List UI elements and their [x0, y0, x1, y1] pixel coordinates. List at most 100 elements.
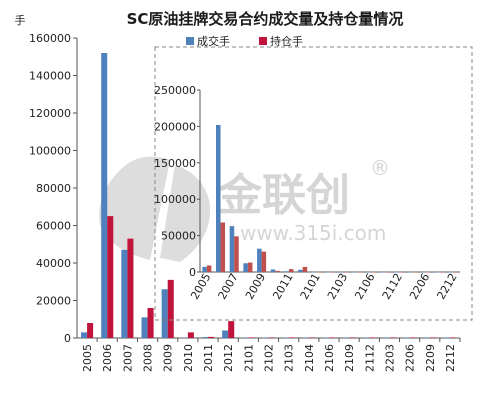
inset-bar-volume [339, 271, 344, 273]
legend-label-volume: 成交手 [197, 34, 230, 48]
bar-volume [81, 332, 88, 338]
legend-label-open-interest: 持仓手 [270, 34, 303, 48]
y-tick-label: 80000 [36, 182, 71, 195]
bar-volume [181, 337, 188, 339]
inset-bar-open-interest [330, 271, 335, 273]
inset-bars [202, 124, 458, 273]
x-tick-label: 2109 [343, 344, 356, 372]
inset-x-tick-label: 2009 [243, 271, 268, 302]
bar-open-interest [127, 238, 134, 338]
inset-x-tick-label: 2206 [407, 271, 432, 302]
inset-bar-volume [298, 269, 303, 272]
bar-volume [201, 337, 209, 338]
x-tick-label: 2010 [182, 344, 195, 372]
y-tick-label: 20000 [36, 295, 71, 308]
y-tick-label: 100000 [29, 145, 71, 158]
bar-volume [222, 330, 229, 338]
watermark: 金联创 ® www.315i.com [99, 156, 390, 262]
x-tick-label: 2203 [383, 344, 396, 372]
x-tick-label: 2102 [263, 344, 276, 372]
bar-open-interest [328, 337, 336, 339]
inset-x-tick-label: 2106 [352, 271, 377, 302]
inset-bar-open-interest [288, 269, 294, 272]
x-tick-label: 2212 [444, 344, 457, 372]
inset-bar-open-interest [384, 271, 390, 273]
inset-bar-volume [270, 269, 276, 272]
bar-open-interest [147, 308, 154, 338]
bar-volume [363, 337, 370, 339]
x-tick-label: 2106 [323, 344, 336, 372]
bar-open-interest [187, 332, 194, 338]
bar-volume [302, 337, 309, 339]
inset-bar-open-interest [206, 265, 212, 272]
inset-bar-open-interest [275, 270, 280, 272]
watermark-brand: 金联创 [217, 170, 350, 221]
bar-volume [101, 53, 108, 338]
x-tick-label: 2209 [424, 344, 437, 372]
main-axes: 0 20000 40000 60000 80000 100000 120000 140000 1… [29, 32, 461, 372]
inset-x-tick-label: 2103 [325, 271, 350, 302]
x-tick-label: 2103 [283, 344, 296, 372]
bar-volume [443, 337, 450, 339]
inset-bar-volume [243, 263, 248, 272]
inset-bar-volume [229, 226, 235, 272]
legend-swatch-volume [186, 37, 194, 45]
y-tick-label: 40000 [36, 257, 71, 270]
bar-volume [121, 249, 128, 338]
inset-bar-open-interest [302, 266, 308, 272]
x-tick-label: 2008 [142, 344, 155, 372]
bar-volume [403, 337, 410, 339]
y-tick-label: 120000 [29, 107, 71, 120]
inset-x-tick-label: 2212 [434, 271, 459, 302]
x-tick-label: 2104 [303, 344, 316, 372]
y-tick-label: 160000 [29, 32, 71, 45]
bar-open-interest [167, 279, 174, 338]
inset-x-tick-label: 2011 [270, 271, 295, 302]
inset-bar-volume [257, 248, 262, 272]
bar-open-interest [308, 337, 315, 339]
x-tick-label: 2011 [202, 344, 215, 372]
inset-bar-open-interest [247, 262, 253, 272]
x-tick-label: 2012 [222, 344, 235, 372]
bar-open-interest [449, 337, 456, 339]
chart-title: SC原油挂牌交易合约成交量及持仓量情况 [127, 10, 404, 28]
bar-volume [322, 337, 329, 339]
x-tick-label: 2101 [242, 344, 255, 372]
legend-swatch-open-interest [259, 37, 267, 45]
bar-volume [383, 337, 390, 339]
x-tick-label: 2112 [363, 344, 376, 372]
bar-open-interest [369, 337, 376, 339]
inset-bar-open-interest [234, 236, 239, 272]
inset-bar-open-interest [439, 271, 444, 273]
inset-bar-volume [434, 271, 440, 273]
inset-y-tick-label: 50000 [161, 230, 196, 243]
inset-x-tick-label: 2101 [298, 271, 323, 302]
x-tick-label: 2005 [81, 344, 94, 372]
inset-bar-volume [202, 266, 207, 272]
inset-bar-volume [325, 271, 330, 273]
inset-bar-open-interest [343, 271, 349, 273]
y-tick-label: 60000 [36, 220, 71, 233]
x-tick-label: 2006 [101, 344, 114, 372]
bar-open-interest [228, 321, 235, 338]
inset-bar-volume [311, 271, 317, 273]
bar-open-interest [208, 336, 215, 338]
y-tick-label: 0 [64, 332, 71, 345]
bar-open-interest [429, 337, 436, 339]
bar-open-interest [248, 337, 255, 339]
watermark-url: www.315i.com [240, 221, 386, 245]
inset-bar-open-interest [316, 271, 321, 273]
inset-bar-open-interest [453, 271, 458, 273]
bar-volume [262, 337, 269, 339]
inset-bar-volume [421, 271, 426, 273]
inset-bar-volume [366, 271, 372, 273]
inset-y-tick-label: 150000 [154, 157, 196, 170]
inset-bar-volume [407, 271, 413, 273]
bar-volume [423, 337, 430, 339]
bar-volume [343, 337, 350, 339]
inset-bar-open-interest [220, 222, 226, 272]
bar-volume [141, 317, 148, 338]
bar-open-interest [288, 337, 295, 339]
inset-bar-open-interest [398, 271, 403, 273]
inset-bar-volume [284, 271, 289, 272]
